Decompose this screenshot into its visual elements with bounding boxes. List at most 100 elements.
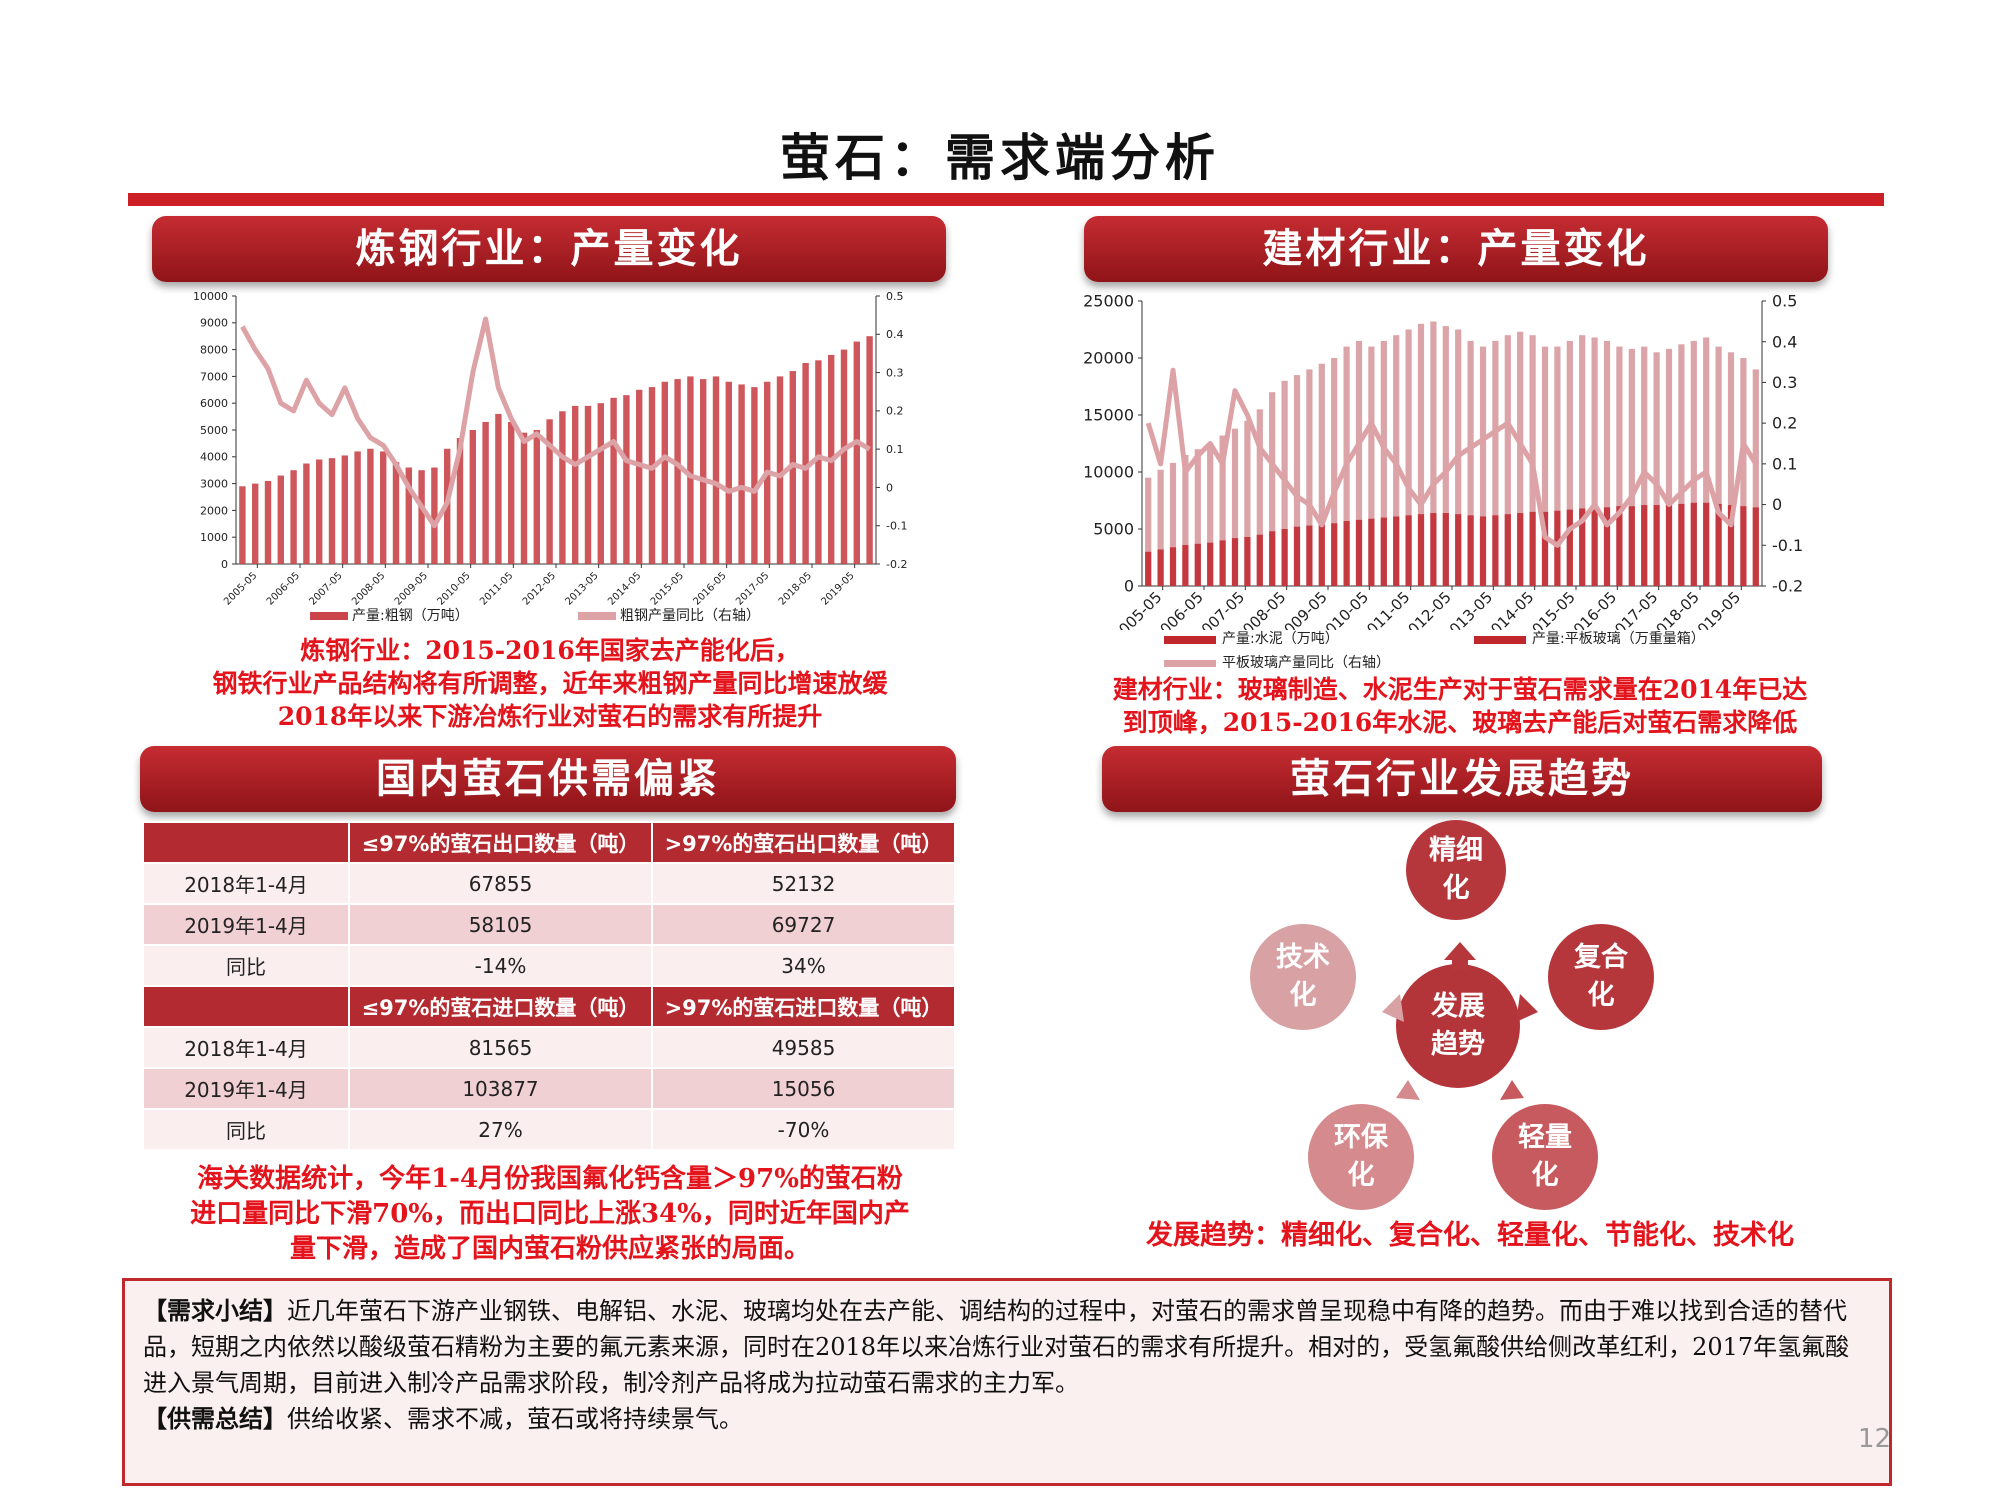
bar [636, 389, 643, 564]
table-header-cell: >97%的萤石进口数量（吨） [651, 985, 956, 1028]
summary-demand-label: 【需求小结】 [143, 1296, 287, 1325]
bar [1665, 503, 1673, 586]
series-line [240, 316, 871, 529]
y2-tick-label: 0.4 [886, 328, 904, 341]
bar [674, 379, 681, 564]
steel-chart: 0 1000 2000 3000 4000 5000 6000 7000 8000 9000 100… [193, 290, 907, 608]
bar [1318, 524, 1325, 586]
x-tick-label: 2019-05 [819, 570, 856, 607]
y-tick-label: 25000 [1083, 292, 1134, 311]
bar [1355, 519, 1363, 586]
y2-tick-label: 0.1 [1772, 454, 1797, 473]
table-cell: 27% [348, 1108, 653, 1151]
bar [725, 381, 732, 564]
building-legend-cement: 产量:水泥（万吨） [1222, 631, 1339, 647]
supply-table: ≤97%的萤石出口数量（吨） >97%的萤石出口数量（吨） 2018年1-4月 … [142, 821, 956, 1151]
trend-node-refinement: 精细化 [1406, 820, 1506, 920]
building-legend-cement-swatch [1164, 636, 1216, 644]
y2-tick-label: -0.2 [1772, 577, 1803, 596]
steel-legend-bar-swatch [310, 612, 348, 620]
banner-building: 建材行业：产量变化 [1084, 216, 1828, 282]
bar [1405, 515, 1412, 586]
bar [1727, 505, 1735, 586]
trend-node-technology: 技术化 [1250, 924, 1356, 1030]
table-cell: 同比 [142, 1108, 350, 1151]
bar [1653, 352, 1660, 586]
x-tick-label: 2011-05 [478, 570, 515, 607]
y-tick-label: 0 [221, 558, 228, 571]
trend-node-composite: 复合化 [1548, 924, 1654, 1030]
trend-node-lightweight: 轻量化 [1492, 1104, 1598, 1210]
bar [533, 430, 540, 564]
y-tick-label: 9000 [200, 317, 228, 330]
bar [1231, 538, 1239, 586]
bar [1380, 517, 1387, 586]
bar [508, 421, 515, 564]
bar [572, 405, 579, 564]
table-cell: 2019年1-4月 [142, 1067, 350, 1110]
table-cell: 34% [651, 944, 956, 987]
table-row: 同比 -14% 34% [142, 944, 956, 987]
x-tick-label: 2005-05 [1108, 588, 1165, 630]
trend-center-label: 发展 [1431, 991, 1485, 1022]
steel-note-line: 炼钢行业：2015-2016年国家去产能化后， [300, 636, 800, 665]
supply-note: 海关数据统计，今年1-4月份我国氟化钙含量＞97%的萤石粉 进口量同比下滑70%… [140, 1162, 960, 1267]
building-legend-yoy-swatch [1164, 660, 1216, 667]
bar [1306, 525, 1313, 586]
table-row: 2018年1-4月 81565 49585 [142, 1026, 956, 1069]
summary-demand: 【需求小结】近几年萤石下游产业钢铁、电解铝、水泥、玻璃均处在去产能、调结构的过程… [143, 1293, 1871, 1401]
bar [405, 467, 412, 564]
table-cell: 103877 [348, 1067, 653, 1110]
bar [1554, 346, 1561, 586]
x-tick-label: 2016-05 [691, 570, 728, 607]
bar [712, 376, 720, 564]
bar [1591, 337, 1598, 586]
y2-tick-label: -0.1 [1772, 536, 1803, 555]
bar [1479, 346, 1487, 586]
bar [1665, 348, 1673, 586]
bar [367, 448, 374, 564]
bar [1219, 435, 1226, 586]
bar [1678, 344, 1685, 586]
bar [1393, 516, 1400, 586]
bar [1715, 346, 1722, 586]
trend-note: 发展趋势：精细化、复合化、轻量化、节能化、技术化 [1146, 1220, 1794, 1251]
x-tick-label: 2007-05 [307, 570, 344, 607]
bar [328, 458, 336, 564]
bar [1281, 529, 1288, 586]
bar [1380, 340, 1387, 586]
bar [1641, 505, 1648, 586]
bar [1244, 536, 1251, 586]
trend-node-label: 化 [1289, 980, 1317, 1011]
page-title: 萤石：需求端分析 [780, 128, 1220, 187]
bar [1579, 508, 1586, 586]
bar [392, 462, 400, 564]
y-tick-label: 10000 [1083, 463, 1134, 482]
trend-node-label: 化 [1587, 980, 1615, 1011]
bar [1479, 516, 1487, 586]
summary-box: 【需求小结】近几年萤石下游产业钢铁、电解铝、水泥、玻璃均处在去产能、调结构的过程… [122, 1278, 1892, 1486]
bar [1541, 511, 1549, 586]
steel-note-line: 2018年以来下游冶炼行业对萤石的需求有所提升 [277, 702, 823, 731]
bar [1703, 502, 1710, 586]
bar [1157, 469, 1164, 586]
x-tick-label: 2013-05 [563, 570, 600, 607]
arrow-down-right-icon [1500, 1080, 1524, 1100]
y-tick-label: 2000 [200, 504, 228, 517]
bar [431, 467, 438, 564]
bar [1343, 521, 1350, 586]
bar [1157, 549, 1164, 586]
building-legend-glass-swatch [1474, 636, 1526, 644]
x-tick-label: 2015-05 [649, 570, 686, 607]
bar [1727, 352, 1735, 586]
bar [1256, 534, 1263, 586]
y2-tick-label: -0.2 [886, 558, 907, 571]
bar [1579, 335, 1586, 586]
x-tick-label: 2012-05 [521, 570, 558, 607]
bar [1231, 428, 1239, 586]
bar [815, 360, 822, 564]
building-legend-yoy: 平板玻璃产量同比（右轴） [1222, 655, 1390, 671]
x-tick-label: 2017-05 [734, 570, 771, 607]
bar [1182, 544, 1189, 586]
bar [1256, 409, 1263, 586]
